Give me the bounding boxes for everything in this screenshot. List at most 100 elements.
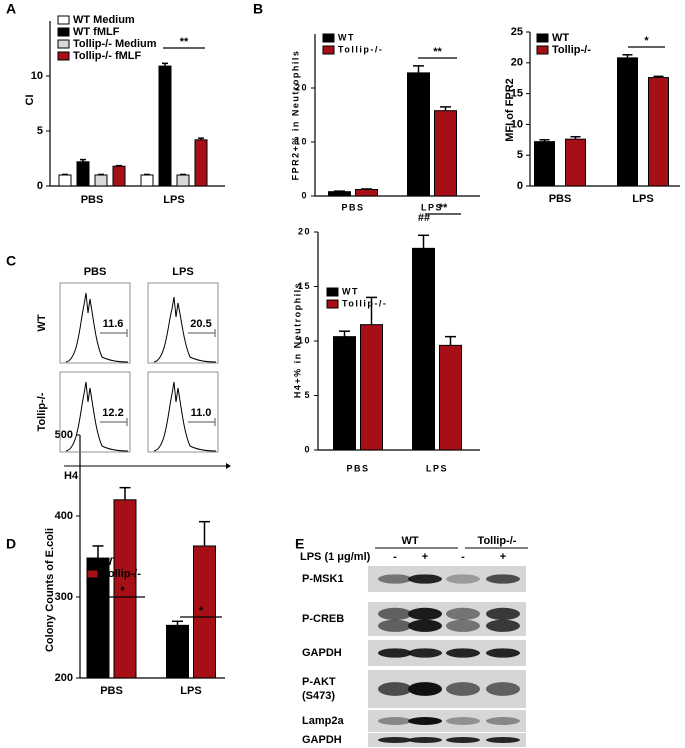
bar bbox=[194, 139, 208, 187]
x-tick-label: LPS bbox=[426, 463, 448, 473]
blot-band bbox=[408, 574, 442, 584]
y-axis-label: FPR2+% in Neutrophils bbox=[290, 50, 300, 181]
gate-value: 11.0 bbox=[191, 407, 212, 419]
blot-band bbox=[378, 682, 412, 696]
blot-band bbox=[486, 682, 520, 696]
significance-label: ## bbox=[418, 212, 430, 224]
legend-swatch bbox=[536, 33, 549, 43]
blot-band bbox=[378, 574, 412, 584]
x-axis-label: H4 bbox=[64, 470, 79, 482]
histogram-frame bbox=[147, 282, 219, 364]
blot-band bbox=[378, 607, 412, 621]
blot-band bbox=[408, 619, 442, 632]
bar bbox=[648, 77, 669, 187]
y-tick-label: 20 bbox=[511, 57, 523, 69]
significance-label: ** bbox=[433, 46, 442, 58]
x-tick-label: PBS bbox=[81, 194, 104, 206]
legend-label: WT bbox=[338, 32, 355, 42]
bar bbox=[407, 72, 430, 197]
legend-label: WT bbox=[342, 286, 359, 296]
y-axis-label: MFI of FPR2 bbox=[504, 78, 516, 142]
significance-label: * bbox=[199, 605, 204, 617]
y-tick-label: 10 bbox=[511, 118, 523, 130]
legend-swatch bbox=[326, 287, 339, 297]
significance-label: * bbox=[120, 585, 125, 597]
histogram-curve bbox=[153, 296, 217, 363]
blot-band bbox=[408, 682, 442, 696]
legend-swatch bbox=[326, 299, 339, 309]
y-axis-label: Colony Counts of E.coli bbox=[44, 528, 56, 652]
panel-label: D bbox=[6, 536, 16, 552]
bar bbox=[565, 138, 586, 187]
row-label: WT bbox=[36, 314, 48, 331]
blot-row-label: (S473) bbox=[302, 690, 335, 702]
blot-band bbox=[446, 607, 480, 621]
legend-swatch bbox=[57, 15, 70, 25]
bar bbox=[333, 336, 356, 451]
bar bbox=[158, 65, 172, 187]
blot-band bbox=[378, 717, 412, 725]
y-tick-label: 400 bbox=[55, 510, 73, 522]
bar bbox=[412, 247, 435, 451]
panel-label: B bbox=[253, 1, 263, 17]
bar bbox=[360, 324, 383, 451]
legend-label: Tollip-/- bbox=[338, 44, 383, 54]
blot-band bbox=[486, 648, 520, 658]
bar bbox=[176, 174, 190, 187]
x-tick-label: PBS bbox=[100, 685, 123, 697]
significance-label: ** bbox=[180, 36, 189, 48]
blot-band bbox=[378, 737, 412, 743]
legend-swatch bbox=[322, 33, 335, 43]
blot-band bbox=[486, 574, 520, 584]
blot-band bbox=[446, 619, 480, 632]
legend-swatch bbox=[322, 45, 335, 55]
bar bbox=[439, 344, 462, 451]
gate-value: 12.2 bbox=[102, 407, 123, 419]
y-tick-label: 5 bbox=[517, 149, 523, 161]
y-axis-label: H4+% in Neutrophils bbox=[292, 282, 302, 398]
lane-label: + bbox=[500, 551, 506, 563]
y-tick-label: 5 bbox=[37, 125, 43, 137]
blot-row-label: P-AKT bbox=[302, 676, 336, 688]
x-arrow-head bbox=[226, 463, 231, 469]
bar bbox=[534, 141, 555, 187]
blot-band bbox=[446, 717, 480, 725]
histogram-frame bbox=[147, 371, 219, 453]
legend-swatch bbox=[57, 39, 70, 49]
legend-label: WT bbox=[552, 32, 569, 44]
blot-band bbox=[408, 607, 442, 621]
bar bbox=[355, 189, 378, 197]
blot-band bbox=[486, 619, 520, 632]
legend-swatch bbox=[86, 557, 99, 567]
blot-band bbox=[408, 648, 442, 658]
group-label: Tollip-/- bbox=[478, 535, 517, 547]
y-tick-label: 0 bbox=[301, 190, 308, 200]
y-tick-label: 20 bbox=[295, 82, 308, 92]
bar bbox=[76, 161, 90, 187]
lane-label: - bbox=[461, 551, 465, 563]
blot-band bbox=[446, 682, 480, 696]
x-tick-label: PBS bbox=[549, 193, 572, 205]
y-tick-label: 20 bbox=[298, 226, 311, 236]
y-tick-label: 200 bbox=[55, 672, 73, 684]
row-label: Tollip-/- bbox=[36, 392, 48, 431]
treatment-label: LPS (1 μg/ml) bbox=[300, 551, 371, 563]
bar bbox=[328, 191, 351, 197]
blot-band bbox=[446, 737, 480, 743]
legend-label: WT fMLF bbox=[73, 26, 120, 38]
blot-strip bbox=[368, 710, 526, 732]
blot-band bbox=[408, 737, 442, 743]
y-tick-label: 15 bbox=[511, 88, 523, 100]
bar bbox=[193, 545, 216, 679]
legend-label: Tollip-/- bbox=[342, 298, 387, 308]
blot-row-label: Lamp2a bbox=[302, 715, 344, 727]
legend-swatch bbox=[86, 569, 99, 579]
legend-swatch bbox=[536, 45, 549, 55]
y-axis-label: CI bbox=[24, 95, 36, 106]
bar bbox=[434, 110, 457, 197]
bar bbox=[58, 174, 72, 187]
histogram-frame bbox=[59, 282, 131, 364]
y-tick-label: 10 bbox=[298, 335, 311, 345]
legend-label: Tollip-/- fMLF bbox=[73, 50, 141, 62]
